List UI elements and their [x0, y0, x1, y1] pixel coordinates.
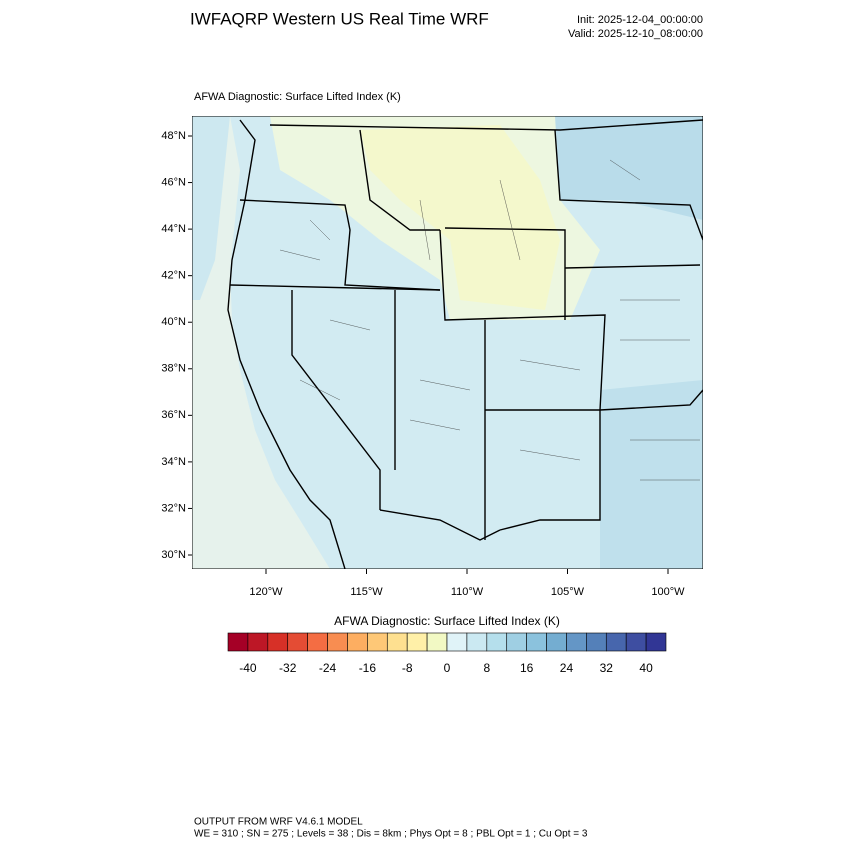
lon-label: 100°W	[651, 586, 685, 598]
colorbar-box	[267, 632, 289, 652]
colorbar-label: 16	[520, 661, 534, 675]
init-time: Init: 2025-12-04_00:00:00	[577, 14, 703, 26]
colorbar-label: -32	[279, 661, 297, 675]
colorbar-box	[546, 632, 567, 652]
colorbar-box	[426, 632, 448, 652]
lat-label: 44°N	[161, 223, 186, 235]
lon-label: 115°W	[350, 586, 383, 598]
colorbar-label: -24	[319, 661, 337, 675]
lat-label: 42°N	[161, 270, 186, 282]
lon-label: 105°W	[551, 586, 585, 598]
map-title: AFWA Diagnostic: Surface Lifted Index (K…	[194, 91, 401, 103]
map	[192, 116, 703, 569]
colorbar-box	[645, 632, 667, 652]
title: IWFAQRP Western US Real Time WRF	[190, 9, 489, 28]
colorbar-box	[506, 632, 527, 652]
colorbar-label: -40	[239, 661, 257, 675]
colorbar-box	[347, 632, 368, 652]
colorbar-label: -16	[359, 661, 377, 675]
colorbar-box	[446, 632, 468, 652]
colorbar-label: 40	[639, 661, 653, 675]
lat-label: 34°N	[161, 456, 186, 468]
colorbar: -40 -32 -24 -16 -8 0 8 16 24 32 40	[227, 632, 667, 675]
lon-label: 110°W	[451, 586, 484, 598]
lat-label: 32°N	[161, 502, 186, 514]
colorbar-box	[247, 632, 269, 652]
lat-label: 30°N	[161, 549, 186, 561]
lat-label: 38°N	[161, 363, 186, 375]
colorbar-title: AFWA Diagnostic: Surface Lifted Index (K…	[334, 614, 560, 628]
colorbar-box	[586, 632, 607, 652]
lat-label: 48°N	[161, 130, 186, 142]
valid-time: Valid: 2025-12-10_08:00:00	[568, 28, 703, 40]
colorbar-box	[526, 632, 547, 652]
colorbar-box	[327, 632, 348, 652]
colorbar-label: 24	[560, 661, 574, 675]
colorbar-box	[486, 632, 508, 652]
footer-line: OUTPUT FROM WRF V4.6.1 MODEL	[194, 817, 363, 828]
footer-line: WE = 310 ; SN = 275 ; Levels = 38 ; Dis …	[194, 829, 588, 840]
colorbar-box	[287, 632, 308, 652]
lat-label: 46°N	[161, 176, 186, 188]
colorbar-box	[227, 632, 249, 652]
colorbar-label: -8	[402, 661, 413, 675]
colorbar-box	[605, 632, 627, 652]
lon-label: 120°W	[249, 586, 283, 598]
colorbar-box	[406, 632, 428, 652]
lat-label: 40°N	[161, 316, 186, 328]
colorbar-label: 32	[600, 661, 614, 675]
lat-label: 36°N	[161, 409, 186, 421]
colorbar-label: 8	[483, 661, 490, 675]
colorbar-box	[566, 632, 587, 652]
colorbar-label: 0	[444, 661, 451, 675]
colorbar-box	[386, 632, 408, 652]
colorbar-box	[466, 632, 488, 652]
colorbar-box	[307, 632, 328, 652]
colorbar-box	[367, 632, 388, 652]
colorbar-box	[625, 632, 647, 652]
